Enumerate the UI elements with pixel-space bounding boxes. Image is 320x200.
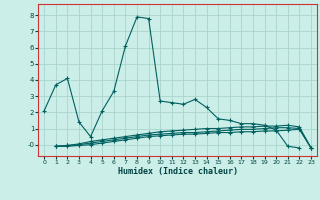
X-axis label: Humidex (Indice chaleur): Humidex (Indice chaleur) [118, 167, 238, 176]
